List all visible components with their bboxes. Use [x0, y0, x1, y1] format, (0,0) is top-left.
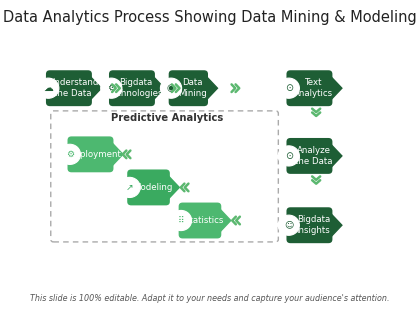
FancyBboxPatch shape [286, 70, 332, 106]
Text: ↗: ↗ [126, 183, 133, 192]
FancyBboxPatch shape [68, 136, 113, 172]
Text: Understand
the Data: Understand the Data [48, 78, 98, 98]
Circle shape [278, 78, 299, 98]
Text: Data Analytics Process Showing Data Mining & Modeling: Data Analytics Process Showing Data Mini… [3, 10, 417, 25]
Circle shape [278, 146, 299, 166]
Text: Bigdata
Insights: Bigdata Insights [297, 215, 331, 235]
Text: ⚙: ⚙ [107, 83, 116, 93]
Text: ⚙: ⚙ [66, 150, 74, 159]
Text: Deployment: Deployment [68, 150, 121, 159]
Polygon shape [328, 211, 342, 239]
FancyBboxPatch shape [46, 70, 92, 106]
FancyBboxPatch shape [169, 70, 208, 106]
Text: Text
Analytics: Text Analytics [294, 78, 333, 98]
Text: ☺: ☺ [284, 221, 294, 230]
Text: Analyze
the Data: Analyze the Data [295, 146, 332, 166]
Polygon shape [151, 74, 164, 102]
FancyBboxPatch shape [178, 203, 221, 238]
Polygon shape [166, 173, 179, 202]
Text: ☁: ☁ [43, 83, 53, 93]
Polygon shape [204, 74, 218, 102]
Text: ◉: ◉ [167, 83, 175, 93]
Text: ⠿: ⠿ [178, 216, 184, 225]
Circle shape [119, 177, 140, 198]
Circle shape [59, 144, 81, 164]
Circle shape [101, 78, 122, 98]
FancyBboxPatch shape [286, 207, 332, 243]
Text: ⊙: ⊙ [285, 83, 293, 93]
Polygon shape [328, 142, 342, 170]
FancyBboxPatch shape [286, 138, 332, 174]
Text: Statistics: Statistics [184, 216, 224, 225]
Circle shape [38, 78, 59, 98]
Circle shape [160, 78, 181, 98]
Polygon shape [328, 74, 342, 102]
Polygon shape [110, 140, 123, 169]
Circle shape [171, 210, 192, 231]
FancyBboxPatch shape [127, 169, 170, 205]
Text: Predictive Analytics: Predictive Analytics [111, 113, 223, 123]
Polygon shape [217, 206, 231, 235]
Text: Data
Mining: Data Mining [178, 78, 207, 98]
Text: Modeling: Modeling [133, 183, 172, 192]
Text: Bigdata
Technologies: Bigdata Technologies [108, 78, 164, 98]
Polygon shape [88, 74, 101, 102]
Circle shape [278, 215, 299, 235]
FancyBboxPatch shape [109, 70, 155, 106]
Text: ⊙: ⊙ [285, 151, 293, 161]
Text: This slide is 100% editable. Adapt it to your needs and capture your audience's : This slide is 100% editable. Adapt it to… [30, 294, 390, 303]
